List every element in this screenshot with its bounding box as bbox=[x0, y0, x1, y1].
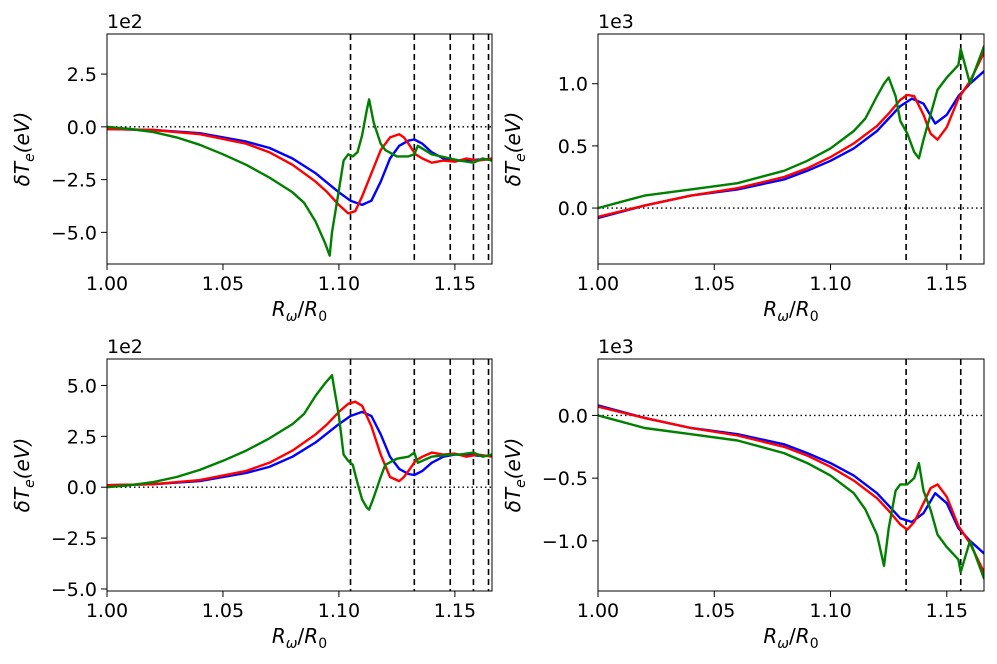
panel-2: 1.00 1.05 1.10 1.15 0.0 0.5 1.0 1e3 Rω/R0 δTe(eV) bbox=[501, 11, 985, 325]
plot-area bbox=[107, 34, 492, 264]
y-tick-label: −2.5 bbox=[51, 170, 97, 192]
x-tick-label: 1.15 bbox=[434, 273, 476, 295]
plot-area bbox=[598, 34, 984, 264]
series-blue bbox=[107, 127, 492, 207]
panel-4: 1.00 1.05 1.10 1.15 −1.0 −0.5 0.0 1e3 Rω/R0 δTe(e… bbox=[501, 336, 985, 652]
series-green bbox=[598, 414, 984, 580]
series-green bbox=[107, 374, 492, 511]
y-axis-label: δTe(eV) bbox=[10, 438, 38, 513]
x-tick-label: 1.10 bbox=[809, 273, 851, 295]
series-green bbox=[107, 98, 492, 257]
y-tick-label: 5.0 bbox=[67, 375, 97, 397]
series-red bbox=[598, 51, 984, 219]
panel-3: 1.00 1.05 1.10 1.15 −5.0 −2.5 0.0 2.5 5.0 1e2 Rω/R… bbox=[10, 336, 493, 652]
plot-area bbox=[107, 359, 492, 591]
y-axis-label: δTe(eV) bbox=[10, 112, 38, 187]
series-green bbox=[598, 45, 984, 210]
x-tick-label: 1.05 bbox=[693, 273, 735, 295]
x-tick-label: 1.15 bbox=[926, 273, 968, 295]
y-tick-label: −5.0 bbox=[51, 579, 97, 601]
axes-frame bbox=[106, 358, 493, 592]
axis-scale-label: 1e2 bbox=[107, 336, 143, 358]
x-tick-label: 1.00 bbox=[577, 273, 619, 295]
y-tick-label: −2.5 bbox=[51, 528, 97, 550]
y-tick-label: 0.0 bbox=[67, 477, 97, 499]
x-tick-label: 1.00 bbox=[86, 273, 128, 295]
y-tick-label: 2.5 bbox=[67, 64, 97, 86]
x-tick-label: 1.00 bbox=[577, 600, 619, 622]
series-red bbox=[598, 405, 984, 574]
x-tick-label: 1.05 bbox=[202, 600, 244, 622]
axis-scale-label: 1e3 bbox=[598, 336, 634, 358]
x-axis-label: Rω/R0 bbox=[763, 297, 818, 325]
y-tick-label: 1.0 bbox=[558, 74, 588, 96]
y-axis-label: δTe(eV) bbox=[501, 112, 529, 187]
y-tick-label: −1.0 bbox=[542, 531, 588, 553]
y-tick-label: 0.5 bbox=[558, 136, 588, 158]
axes-frame bbox=[597, 358, 985, 592]
x-tick-label: 1.05 bbox=[202, 273, 244, 295]
x-tick-label: 1.00 bbox=[86, 600, 128, 622]
x-tick-label: 1.10 bbox=[318, 600, 360, 622]
x-tick-label: 1.15 bbox=[434, 600, 476, 622]
series-blue bbox=[598, 70, 984, 220]
y-tick-label: 0.0 bbox=[558, 198, 588, 220]
y-tick-label: 0.0 bbox=[558, 405, 588, 427]
x-axis-label: Rω/R0 bbox=[272, 297, 327, 325]
x-tick-label: 1.15 bbox=[926, 600, 968, 622]
series-blue bbox=[598, 404, 984, 555]
x-tick-label: 1.10 bbox=[809, 600, 851, 622]
x-tick-label: 1.10 bbox=[318, 273, 360, 295]
plot-area bbox=[598, 359, 984, 591]
x-axis-label: Rω/R0 bbox=[763, 624, 818, 652]
y-tick-label: −5.0 bbox=[51, 222, 97, 244]
panel-1: 1.00 1.05 1.10 1.15 −5.0 −2.5 0.0 2.5 1e2 Rω/R0 δT… bbox=[10, 11, 493, 325]
y-tick-label: 2.5 bbox=[67, 426, 97, 448]
series-red bbox=[107, 400, 492, 487]
y-tick-label: 0.0 bbox=[67, 117, 97, 139]
series-blue bbox=[107, 410, 492, 487]
axis-scale-label: 1e3 bbox=[598, 11, 634, 33]
y-axis-label: δTe(eV) bbox=[501, 438, 529, 513]
axes-frame bbox=[106, 33, 493, 265]
y-tick-label: −0.5 bbox=[542, 468, 588, 490]
axes-frame bbox=[597, 33, 985, 265]
x-axis-label: Rω/R0 bbox=[272, 624, 327, 652]
x-tick-label: 1.05 bbox=[693, 600, 735, 622]
axis-scale-label: 1e2 bbox=[107, 11, 143, 33]
series-red bbox=[107, 127, 492, 215]
